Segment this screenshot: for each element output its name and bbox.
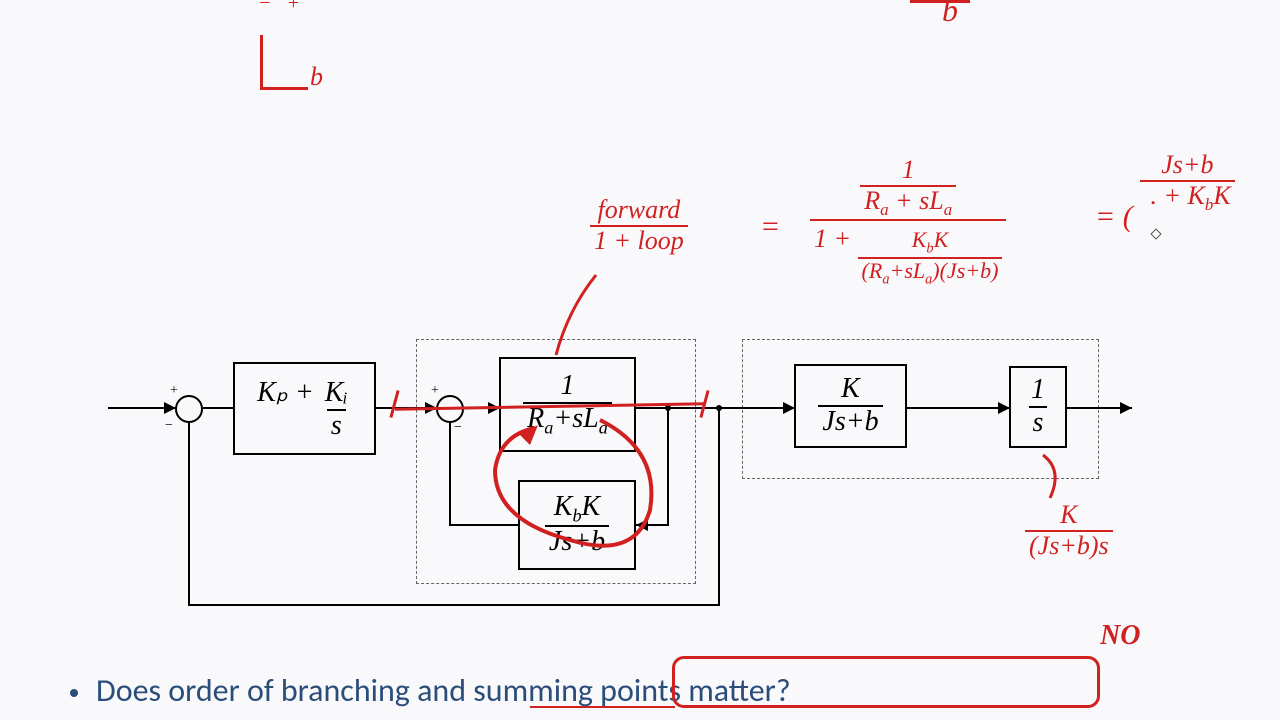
arrow-icon <box>1120 402 1132 414</box>
cursor-icon <box>1150 228 1161 239</box>
integrator-block: 1s <box>1009 366 1067 448</box>
hand-big-fraction: 1Ra + sLa 1 + KbK(Ra+sLa)(Js+b) <box>810 155 1006 289</box>
hand-label-b2: b <box>942 0 958 29</box>
hand-tick <box>389 390 399 418</box>
signal-line <box>188 422 190 606</box>
signal-line <box>188 604 720 606</box>
minus-sign: − <box>165 418 173 434</box>
hand-label-b: b <box>310 62 323 92</box>
signal-line <box>449 422 451 526</box>
hand-stroke <box>260 35 263 90</box>
hand-equals: = <box>760 210 780 244</box>
hand-loop-arrow <box>470 410 680 570</box>
signal-line <box>636 407 794 409</box>
int-den: s <box>1029 406 1048 439</box>
gain-num: K <box>837 374 864 405</box>
gain-block: KJs+b <box>794 364 907 448</box>
plus-sign: + <box>431 383 439 399</box>
hand-highlight-box <box>672 656 1100 708</box>
signal-line <box>718 407 720 605</box>
int-num: 1 <box>1027 375 1049 406</box>
signal-line <box>203 407 233 409</box>
bullet-icon <box>70 689 78 697</box>
hand-answer-no: NO <box>1100 620 1140 652</box>
hand-underline <box>530 706 675 708</box>
summing-junction <box>175 395 203 423</box>
signal-line <box>907 407 1009 409</box>
hand-stroke <box>910 0 970 3</box>
hand-leader-line <box>1035 450 1085 505</box>
gain-den: Js+b <box>818 405 882 438</box>
hand-stroke <box>260 87 308 90</box>
hand-formula-label: forward1 + loop <box>590 195 688 255</box>
plus-sign: + <box>170 383 178 399</box>
hand-right-fraction: Js+b . + KbK <box>1140 150 1235 214</box>
hand-leader-line <box>548 270 608 360</box>
hand-sign: − + <box>258 0 300 15</box>
controller-block: Kₚ + Kᵢs <box>233 362 376 455</box>
hand-simplified: K(Js+b)s <box>1025 500 1113 560</box>
minus-sign: − <box>454 420 462 436</box>
block-diagram: b − + b + − + − Kₚ + Kᵢs 1Ra+sLa <box>0 0 1280 720</box>
controller-expr: Kₚ + Kᵢs <box>257 375 352 442</box>
plant-num: 1 <box>556 371 578 402</box>
hand-equals2: = ( <box>1095 200 1133 234</box>
